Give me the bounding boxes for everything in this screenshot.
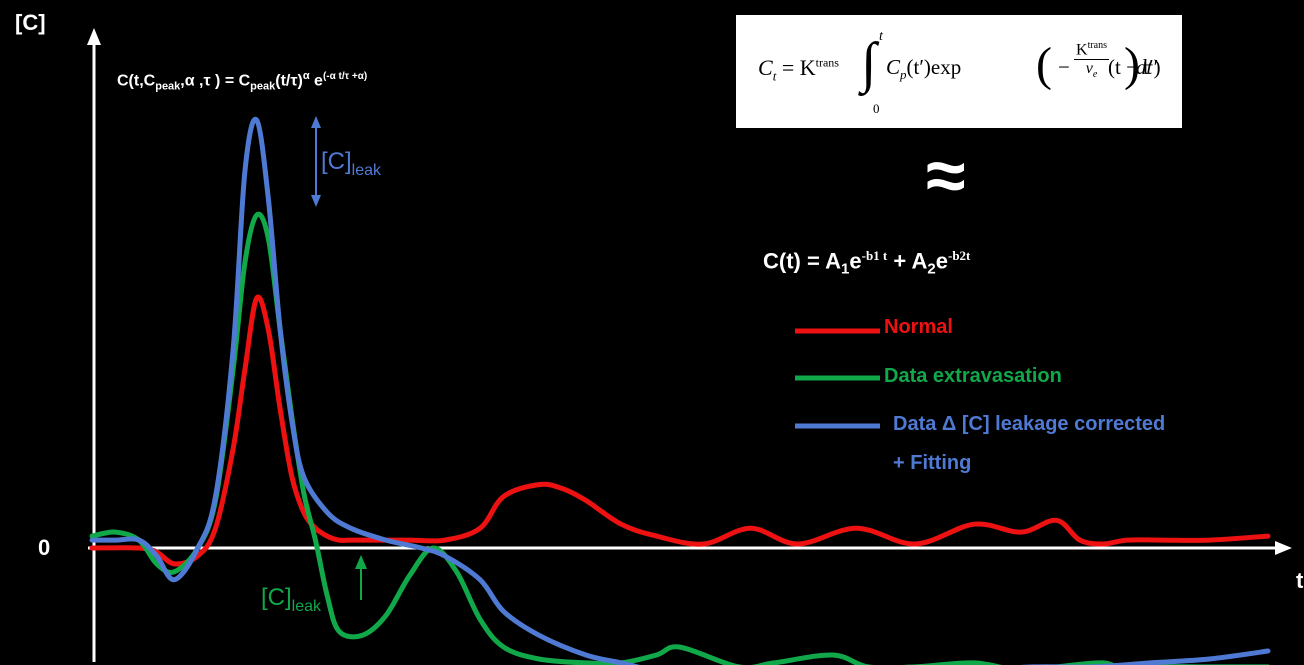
tofts-k-sup: trans — [815, 55, 839, 70]
tofts-ct: Ct = Ktrans — [758, 55, 839, 84]
y-axis-arrowhead — [87, 28, 101, 45]
tofts-frac-num-sup: trans — [1087, 40, 1108, 51]
series-layer — [89, 116, 1271, 665]
leak-label-green: [C]leak — [261, 584, 321, 616]
gamma-exp-sup: (-α t/τ +α) — [322, 71, 368, 82]
approx-symbol: ≈ — [926, 136, 966, 216]
biexp-plus: + A — [887, 248, 928, 274]
leak-label-blue: [C]leak — [321, 148, 381, 180]
tofts-frac-den-sub: e — [1092, 69, 1098, 81]
legend-label-normal: Normal — [884, 316, 953, 338]
tofts-frac-num-k: K — [1076, 41, 1088, 59]
chart-axes — [87, 28, 1292, 662]
biexp-sub2: 2 — [927, 260, 936, 278]
y-zero-tick-label: 0 — [38, 535, 51, 560]
gamma-alpha-sup: α — [302, 70, 310, 82]
tofts-eq-k: = K — [776, 55, 816, 80]
gamma-formula: C(t,Cpeak,α ,τ ) = Cpeak(t/τ)α e(-α t/τ … — [117, 70, 367, 93]
biexp-sup2: -b2t — [948, 248, 971, 263]
tofts-integrand: Cp(t′)exp — [886, 55, 961, 83]
tofts-frac-den: ve — [1074, 60, 1109, 80]
gamma-rhs: (t/τ) — [275, 72, 303, 90]
legend-lines — [795, 328, 880, 429]
blue-leak-arrow-down — [311, 195, 321, 207]
y-axis-label: [C] — [15, 10, 46, 35]
biexp-lhs: C(t) = A — [763, 248, 842, 274]
leak-label-green-main: [C] — [261, 584, 292, 611]
legend-label-fitting: + Fitting — [893, 452, 972, 474]
tofts-cp-sub: p — [900, 67, 907, 83]
leak-label-blue-sub: leak — [351, 161, 382, 179]
series-corrected-line — [89, 116, 1271, 665]
tofts-ct-main: C — [758, 55, 773, 80]
tofts-integral-sign: ∫ — [861, 32, 877, 94]
legend-label-corrected: Data Δ [C] leakage corrected — [893, 413, 1166, 435]
x-axis-arrowhead — [1275, 541, 1292, 555]
biexp-sup1: -b1 t — [861, 248, 888, 263]
biexp-e2: e — [935, 248, 948, 274]
tofts-dt: dt′ — [1136, 55, 1157, 79]
tofts-upper-limit: t — [879, 29, 883, 44]
gamma-lhs: C(t,C — [117, 72, 156, 90]
gamma-lhs-sub: peak — [155, 80, 181, 93]
biexp-sub1: 1 — [841, 260, 850, 278]
tofts-cp: C — [886, 55, 901, 79]
x-axis-label: t — [1296, 568, 1304, 593]
biexp-formula: C(t) = A1e-b1 t + A2e-b2t — [763, 248, 970, 278]
biexp-e1: e — [849, 248, 862, 274]
blue-leak-arrow-up — [311, 116, 321, 128]
tofts-frac-num: Ktrans — [1074, 40, 1110, 61]
leak-label-blue-main: [C] — [321, 148, 352, 175]
tofts-open-paren: ( — [1036, 38, 1052, 91]
tofts-ct-sub: t — [772, 68, 777, 84]
leak-markers — [311, 116, 367, 600]
legend-label-extravasation: Data extravasation — [884, 365, 1062, 387]
tofts-close-paren-glyph: ) — [1124, 38, 1140, 91]
tofts-minus: − — [1058, 55, 1070, 79]
gamma-lhs-rest: ,α ,τ ) = C — [180, 72, 251, 90]
tofts-formula-box: Ct = Ktrans ∫ t 0 Cp(t′)exp ( − Ktrans v… — [736, 15, 1182, 128]
gamma-rhs-sub: peak — [250, 80, 276, 93]
series-normal-line — [89, 294, 1271, 567]
tofts-lower-limit: 0 — [873, 101, 880, 116]
tofts-integrand-rest: (t′)exp — [906, 55, 962, 79]
leak-label-green-sub: leak — [291, 597, 322, 615]
gamma-exp-base: e — [309, 72, 323, 90]
green-leak-arrow-head — [355, 555, 367, 569]
tofts-frac-den-v: v — [1085, 60, 1093, 78]
tofts-fraction: Ktrans ve — [1074, 40, 1110, 81]
tofts-tail: (t − t′) — [1108, 55, 1161, 79]
